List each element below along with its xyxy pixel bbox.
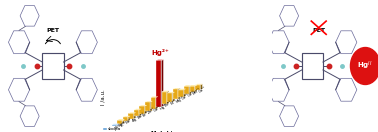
Polygon shape	[117, 120, 122, 124]
Text: Cu²⁺: Cu²⁺	[187, 90, 196, 98]
Text: Metal ions: Metal ions	[151, 131, 184, 132]
Text: sbdpa: sbdpa	[108, 127, 121, 131]
Text: sbdpa: sbdpa	[114, 120, 126, 130]
Text: Mg²⁺: Mg²⁺	[175, 95, 186, 104]
Text: Mn²⁺: Mn²⁺	[192, 87, 202, 96]
Polygon shape	[178, 88, 180, 99]
Polygon shape	[189, 86, 195, 92]
Polygon shape	[128, 113, 133, 119]
Polygon shape	[189, 86, 191, 95]
Polygon shape	[195, 85, 200, 90]
Polygon shape	[178, 89, 186, 90]
Polygon shape	[162, 91, 169, 92]
Polygon shape	[184, 89, 186, 97]
Polygon shape	[134, 110, 139, 116]
Polygon shape	[161, 60, 163, 107]
Polygon shape	[189, 85, 197, 86]
Polygon shape	[112, 125, 117, 126]
Polygon shape	[139, 105, 147, 106]
Polygon shape	[103, 128, 107, 130]
Polygon shape	[139, 106, 145, 114]
Text: Cd²⁺: Cd²⁺	[153, 105, 163, 113]
Polygon shape	[156, 97, 158, 109]
Text: Ni²⁺: Ni²⁺	[170, 98, 178, 106]
Polygon shape	[172, 92, 175, 102]
Polygon shape	[167, 93, 172, 102]
Polygon shape	[145, 102, 150, 111]
Text: PET: PET	[312, 28, 325, 33]
Polygon shape	[134, 109, 141, 110]
Text: K⁺: K⁺	[120, 121, 126, 127]
Polygon shape	[200, 84, 202, 90]
Polygon shape	[167, 92, 175, 93]
Text: I /a.u.: I /a.u.	[101, 89, 106, 105]
Circle shape	[350, 48, 378, 84]
Polygon shape	[145, 105, 147, 114]
Polygon shape	[117, 119, 124, 120]
Polygon shape	[195, 85, 197, 92]
Polygon shape	[184, 86, 189, 95]
Text: PET: PET	[46, 28, 59, 33]
Text: Pb²⁺: Pb²⁺	[164, 100, 174, 108]
Polygon shape	[128, 116, 130, 121]
Polygon shape	[156, 60, 161, 107]
Polygon shape	[173, 88, 180, 89]
Text: Hg²⁺: Hg²⁺	[151, 49, 169, 56]
Text: Ca²⁺: Ca²⁺	[198, 85, 207, 93]
Polygon shape	[173, 89, 178, 99]
Polygon shape	[123, 116, 130, 117]
Polygon shape	[117, 124, 119, 126]
Text: Zn²⁺: Zn²⁺	[148, 107, 157, 115]
Polygon shape	[112, 124, 119, 125]
Polygon shape	[150, 101, 152, 111]
Text: Co²⁺: Co²⁺	[181, 92, 191, 101]
Polygon shape	[167, 91, 169, 104]
Polygon shape	[139, 109, 141, 116]
Polygon shape	[162, 92, 167, 104]
Polygon shape	[178, 90, 184, 97]
Text: Ba²⁺: Ba²⁺	[136, 112, 146, 120]
Polygon shape	[133, 113, 136, 119]
Polygon shape	[122, 119, 124, 124]
Polygon shape	[195, 84, 202, 85]
Text: Fe²⁺: Fe²⁺	[142, 110, 151, 118]
Text: Ag⁺: Ag⁺	[131, 115, 139, 123]
Text: Na⁺: Na⁺	[125, 117, 133, 125]
Polygon shape	[123, 117, 128, 121]
Text: Hg²⁺: Hg²⁺	[159, 102, 169, 111]
Polygon shape	[145, 101, 152, 102]
Polygon shape	[150, 97, 156, 109]
Text: Hg$^{II}$: Hg$^{II}$	[358, 60, 373, 72]
